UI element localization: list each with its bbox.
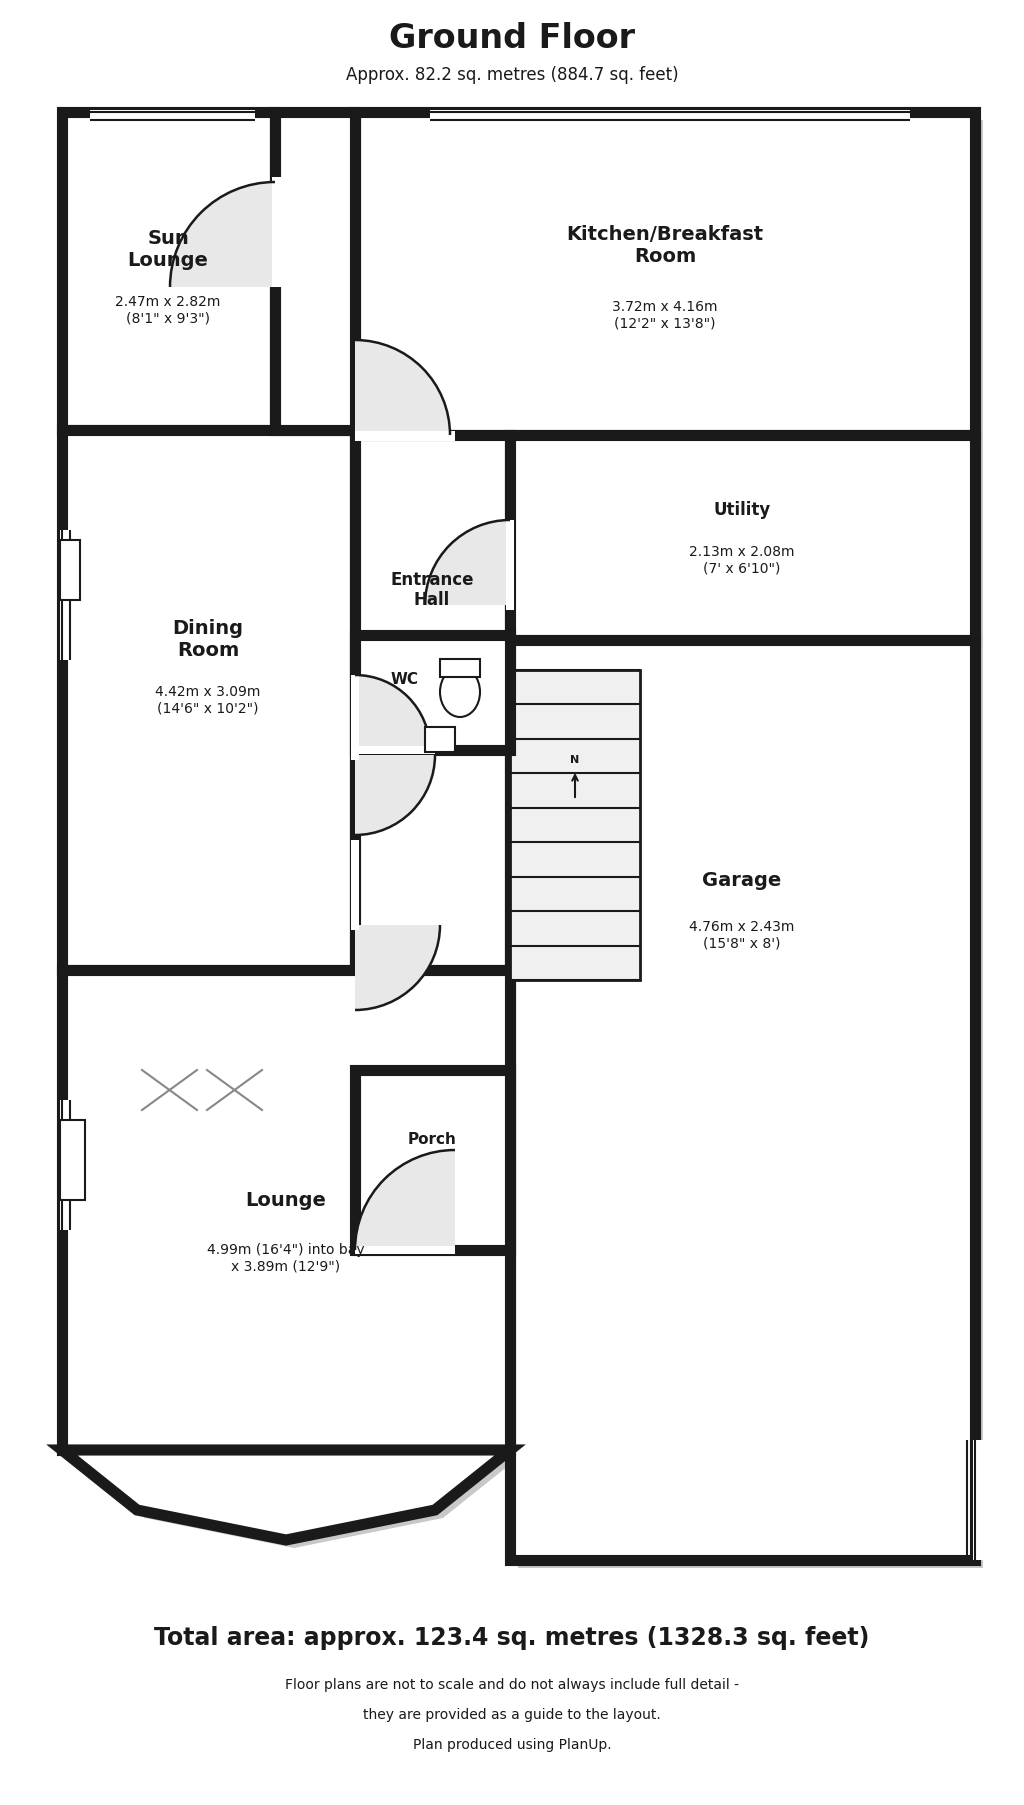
Wedge shape <box>355 754 435 836</box>
Bar <box>275 112 355 430</box>
Bar <box>355 1070 510 1251</box>
Text: Porch: Porch <box>408 1132 457 1148</box>
Bar <box>506 520 514 610</box>
Bar <box>362 1078 518 1258</box>
Bar <box>60 540 80 599</box>
Bar <box>355 1245 455 1254</box>
Bar <box>283 119 362 439</box>
Wedge shape <box>355 924 440 1011</box>
Bar <box>90 110 255 125</box>
Text: Kitchen/Breakfast
Room: Kitchen/Breakfast Room <box>566 224 764 265</box>
Wedge shape <box>425 520 510 605</box>
Bar <box>272 177 282 287</box>
Text: Approx. 82.2 sq. metres (884.7 sq. feet): Approx. 82.2 sq. metres (884.7 sq. feet) <box>346 67 678 85</box>
Text: 4.42m x 3.09m
(14'6" x 10'2"): 4.42m x 3.09m (14'6" x 10'2") <box>156 684 261 715</box>
Text: Lounge: Lounge <box>246 1191 327 1209</box>
Text: 2.13m x 2.08m
(7' x 6'10"): 2.13m x 2.08m (7' x 6'10") <box>689 545 795 576</box>
Wedge shape <box>170 182 275 287</box>
Text: Ground Floor: Ground Floor <box>389 22 635 54</box>
Bar <box>62 969 510 1449</box>
Bar <box>60 531 74 661</box>
Bar <box>510 641 975 1560</box>
Bar <box>60 1099 74 1229</box>
Bar <box>70 439 362 978</box>
Bar <box>440 659 480 677</box>
Bar <box>355 745 435 754</box>
Bar <box>510 670 640 980</box>
Text: Utility: Utility <box>714 502 771 520</box>
Bar <box>430 110 910 125</box>
Text: WC: WC <box>391 673 419 688</box>
Text: Entrance
Hall: Entrance Hall <box>390 570 474 610</box>
Bar <box>351 839 359 930</box>
Bar <box>62 430 355 969</box>
Polygon shape <box>70 1458 518 1549</box>
Text: Plan produced using PlanUp.: Plan produced using PlanUp. <box>413 1738 611 1753</box>
Bar <box>362 119 983 442</box>
Bar <box>425 727 455 753</box>
Bar <box>510 435 975 641</box>
Bar <box>518 648 983 1569</box>
Bar <box>60 1119 85 1200</box>
Bar <box>355 435 510 969</box>
Text: 2.47m x 2.82m
(8'1" x 9'3"): 2.47m x 2.82m (8'1" x 9'3") <box>116 294 221 325</box>
Bar <box>518 442 983 648</box>
Bar <box>70 978 518 1458</box>
Bar <box>355 112 975 435</box>
Bar <box>62 112 275 430</box>
Bar <box>362 442 518 978</box>
Text: 4.99m (16'4") into bay
x 3.89m (12'9"): 4.99m (16'4") into bay x 3.89m (12'9") <box>207 1244 365 1273</box>
Wedge shape <box>355 1150 455 1251</box>
Ellipse shape <box>440 668 480 717</box>
Bar <box>355 635 510 751</box>
Bar <box>973 1440 987 1560</box>
Text: Sun
Lounge: Sun Lounge <box>128 229 209 271</box>
Text: Total area: approx. 123.4 sq. metres (1328.3 sq. feet): Total area: approx. 123.4 sq. metres (13… <box>155 1626 869 1650</box>
Text: 4.76m x 2.43m
(15'8" x 8'): 4.76m x 2.43m (15'8" x 8') <box>689 921 795 949</box>
Text: N: N <box>570 754 580 765</box>
Text: Dining
Room: Dining Room <box>172 619 244 661</box>
Text: Garage: Garage <box>702 870 781 890</box>
Bar <box>355 431 455 440</box>
Text: they are provided as a guide to the layout.: they are provided as a guide to the layo… <box>364 1708 660 1722</box>
Text: 3.72m x 4.16m
(12'2" x 13'8"): 3.72m x 4.16m (12'2" x 13'8") <box>612 300 718 330</box>
Wedge shape <box>355 339 450 435</box>
Bar <box>70 119 283 439</box>
Text: Floor plans are not to scale and do not always include full detail -: Floor plans are not to scale and do not … <box>285 1679 739 1691</box>
Polygon shape <box>62 1449 510 1540</box>
Wedge shape <box>355 675 430 751</box>
Bar <box>351 675 359 760</box>
